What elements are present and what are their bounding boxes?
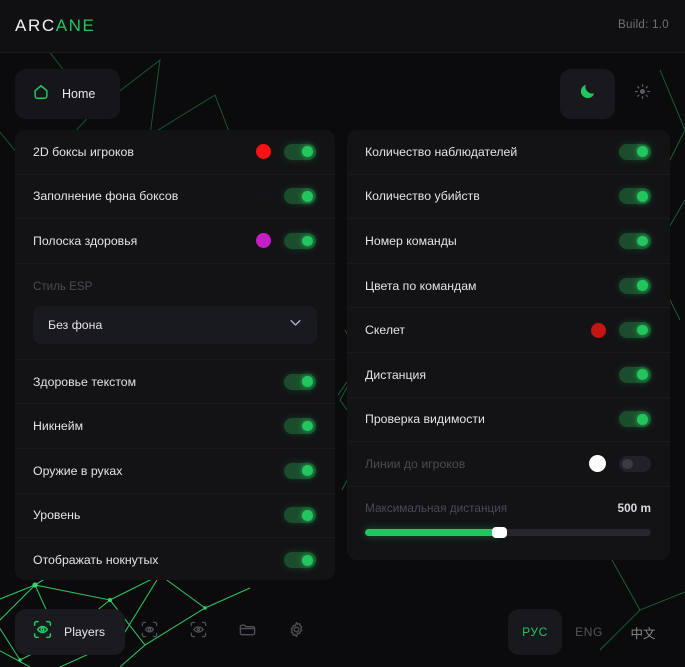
max-distance-slider[interactable]: [365, 526, 651, 538]
setting-label: 2D боксы игроков: [33, 144, 134, 159]
setting-toggle[interactable]: [619, 411, 651, 428]
nav-item-settings[interactable]: [272, 609, 321, 655]
setting-row[interactable]: Оружие в руках: [15, 449, 335, 494]
color-swatch[interactable]: [589, 455, 606, 473]
nav-item-players-label: Players: [64, 625, 106, 639]
setting-label: Номер команды: [365, 233, 457, 248]
esp-style-block: Стиль ESP Без фона: [15, 264, 335, 360]
language-option-cn[interactable]: 中文: [630, 626, 656, 641]
nav-item-visuals[interactable]: [174, 609, 223, 655]
setting-row[interactable]: Количество наблюдателей: [347, 130, 670, 175]
setting-toggle[interactable]: [619, 232, 651, 249]
app-logo: ARCANE: [15, 16, 95, 36]
color-swatch[interactable]: [256, 233, 271, 249]
setting-toggle[interactable]: [284, 188, 316, 205]
setting-row[interactable]: Скелет: [347, 308, 670, 353]
setting-row[interactable]: Отображать нокнутых: [15, 538, 335, 580]
setting-label: Оружие в руках: [33, 463, 123, 478]
setting-toggle[interactable]: [284, 507, 316, 524]
logo-text-accent: ANE: [55, 16, 96, 35]
setting-label: Линии до игроков: [365, 456, 466, 471]
setting-toggle[interactable]: [619, 455, 651, 472]
color-swatch[interactable]: [256, 144, 271, 160]
home-tab-label: Home: [62, 87, 96, 101]
max-distance-caption: Максимальная дистанция: [365, 500, 508, 515]
setting-toggle[interactable]: [284, 373, 316, 390]
setting-toggle[interactable]: [619, 143, 651, 160]
nav-item-players[interactable]: Players: [15, 609, 126, 655]
max-distance-block: Максимальная дистанция 500 m: [347, 487, 670, 552]
setting-label: Уровень: [33, 508, 81, 523]
setting-label: Здоровье текстом: [33, 374, 137, 389]
setting-label: Количество наблюдателей: [365, 144, 518, 159]
nav-item-configs[interactable]: [223, 609, 272, 655]
moon-icon: [578, 82, 597, 106]
esp-style-caption: Стиль ESP: [33, 279, 93, 293]
setting-row[interactable]: Здоровье текстом: [15, 360, 335, 405]
setting-toggle[interactable]: [619, 366, 651, 383]
app-header: ARCANE Build: 1.0: [0, 0, 685, 53]
setting-toggle[interactable]: [284, 418, 316, 435]
setting-label: Полоска здоровья: [33, 233, 138, 248]
setting-toggle[interactable]: [284, 232, 316, 249]
setting-toggle[interactable]: [619, 277, 651, 294]
setting-toggle[interactable]: [619, 188, 651, 205]
setting-label: Количество убийств: [365, 189, 480, 204]
logo-text-primary: ARC: [15, 16, 56, 35]
nav-item-aim[interactable]: [125, 609, 174, 655]
esp-style-select[interactable]: Без фона: [33, 305, 317, 344]
sun-icon: [634, 83, 651, 105]
color-swatch[interactable]: [256, 188, 271, 204]
theme-light-button[interactable]: [615, 69, 670, 119]
home-tab[interactable]: Home: [15, 69, 120, 119]
setting-label: Никнейм: [33, 419, 84, 434]
scan-eye-wide-icon: [189, 620, 208, 644]
setting-label: Проверка видимости: [365, 412, 485, 427]
esp-settings-panel-right: Количество наблюдателей Количество убийс…: [347, 130, 670, 560]
folder-icon: [238, 620, 257, 644]
setting-label: Дистанция: [365, 367, 427, 382]
build-version-label: Build: 1.0: [618, 19, 669, 31]
setting-row[interactable]: Полоска здоровья: [15, 219, 335, 264]
setting-row[interactable]: Никнейм: [15, 404, 335, 449]
esp-style-value: Без фона: [48, 317, 103, 332]
esp-settings-panel-left: 2D боксы игроков Заполнение фона боксов …: [15, 130, 335, 580]
color-swatch[interactable]: [591, 322, 606, 338]
setting-row[interactable]: Номер команды: [347, 219, 670, 264]
bottom-navigation: Players: [15, 609, 321, 655]
setting-row[interactable]: Цвета по командам: [347, 264, 670, 309]
scan-eye-alt-icon: [140, 620, 159, 644]
setting-toggle[interactable]: [284, 552, 316, 569]
gear-icon: [287, 620, 306, 644]
pentagon-home-icon: [31, 82, 51, 107]
language-switcher: РУС ENG 中文: [508, 609, 670, 655]
scan-eye-icon: [32, 619, 53, 645]
language-option-eng[interactable]: ENG: [575, 625, 603, 639]
setting-label: Отображать нокнутых: [33, 553, 159, 568]
setting-label: Цвета по командам: [365, 278, 477, 293]
setting-row[interactable]: 2D боксы игроков: [15, 130, 335, 175]
setting-row[interactable]: Заполнение фона боксов: [15, 175, 335, 220]
setting-row[interactable]: Уровень: [15, 494, 335, 539]
setting-row[interactable]: Дистанция: [347, 353, 670, 398]
setting-row[interactable]: Количество убийств: [347, 175, 670, 220]
setting-toggle[interactable]: [619, 322, 651, 339]
slider-fill: [365, 528, 500, 536]
setting-label: Скелет: [365, 323, 406, 338]
setting-row-disabled[interactable]: Линии до игроков: [347, 442, 670, 487]
setting-toggle[interactable]: [284, 462, 316, 479]
setting-toggle[interactable]: [284, 143, 316, 160]
theme-switcher: [560, 69, 670, 119]
language-option-rus[interactable]: РУС: [508, 609, 562, 655]
setting-label: Заполнение фона боксов: [33, 189, 179, 204]
chevron-down-icon: [288, 315, 303, 335]
theme-dark-button[interactable]: [560, 69, 615, 119]
slider-handle[interactable]: [492, 526, 508, 538]
max-distance-value: 500 m: [617, 500, 651, 515]
setting-row[interactable]: Проверка видимости: [347, 398, 670, 443]
